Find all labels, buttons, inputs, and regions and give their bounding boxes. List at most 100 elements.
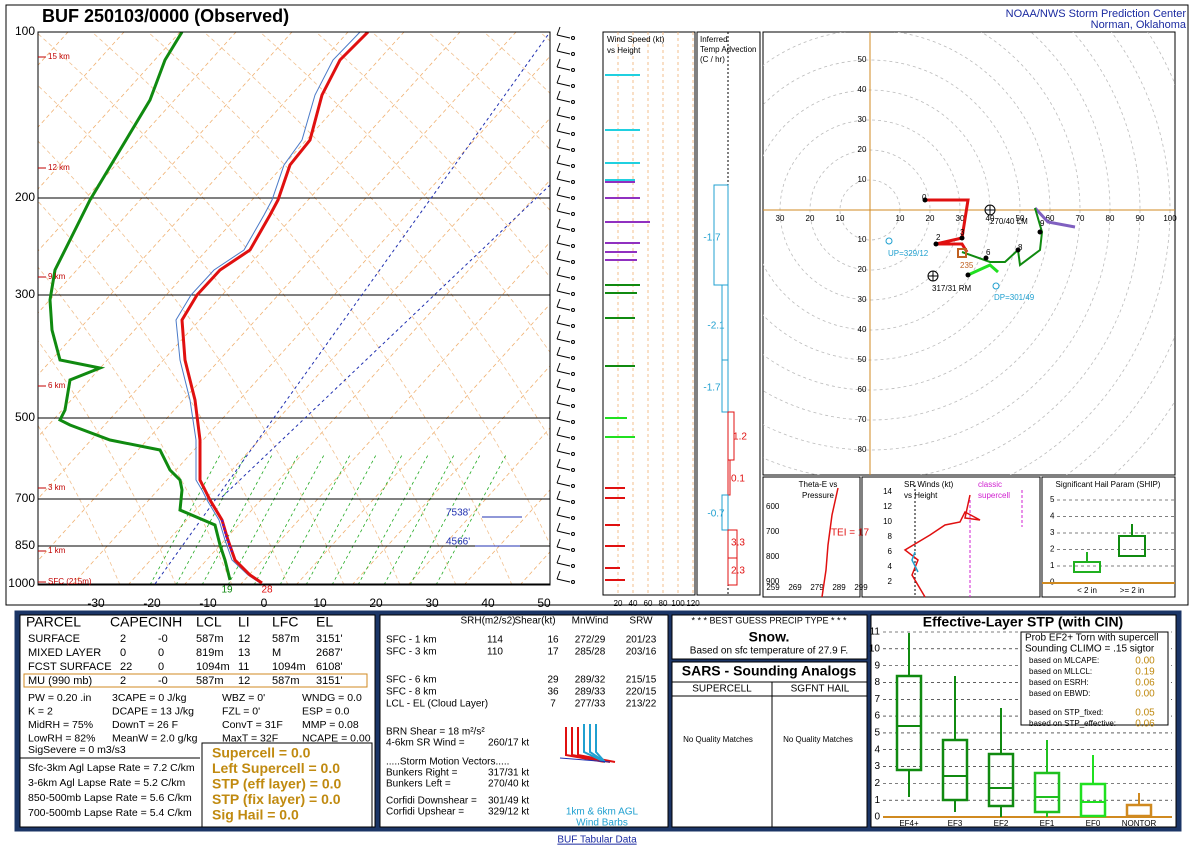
barb — [556, 58, 561, 68]
precip-basis: Based on sfc temperature of 27.9 F. — [690, 646, 848, 657]
sfc-dewpoint: 19 — [221, 585, 233, 596]
parcel-header: CAPE — [110, 614, 148, 630]
theta-e-panel — [762, 476, 861, 598]
ship-panel — [1041, 476, 1176, 598]
barb-dot — [571, 516, 575, 520]
hodo-tick: 40 — [858, 325, 867, 334]
stp-tick: 8 — [874, 677, 880, 688]
barb-dot — [571, 532, 575, 536]
barb — [556, 82, 571, 87]
dry-adiabat — [38, 85, 401, 585]
axis-label: 269 — [788, 583, 802, 592]
sr-panel — [861, 476, 1041, 598]
kin-cell: 213/22 — [626, 699, 657, 710]
lapse-rate: 700-500mb Lapse Rate = 5.4 C/km — [28, 807, 192, 819]
hodo-tick: 10 — [836, 214, 845, 223]
kin-text: 329/12 kt — [488, 807, 529, 818]
panel-note: classic — [978, 480, 1002, 489]
advection-label: -0.7 — [707, 509, 725, 520]
dry-adiabat — [427, 32, 550, 151]
barb — [556, 426, 561, 436]
sars-col: SUPERCELL — [692, 684, 752, 695]
guide-line — [175, 454, 247, 585]
guide-line — [38, 32, 405, 438]
barb — [556, 138, 561, 148]
parcel-header: EL — [316, 614, 333, 630]
wind-axis-label: 100 — [671, 599, 685, 608]
advection-bar — [727, 557, 738, 586]
barb-mini — [589, 724, 606, 763]
axis-label: 5 — [1050, 495, 1055, 504]
org: NOAA/NWS Storm Prediction Center — [1006, 8, 1187, 20]
level-label: 4566' — [446, 537, 470, 548]
kin-cell: 29 — [547, 675, 559, 686]
barb-dot — [571, 180, 575, 184]
barb — [556, 202, 561, 212]
barb-dot — [571, 148, 575, 152]
barb — [556, 386, 571, 391]
parcel-cell: SURFACE — [28, 633, 80, 645]
kin-cell: 277/33 — [575, 699, 606, 710]
kin-text: 260/17 kt — [488, 738, 529, 749]
kin-cell: SFC - 3 km — [386, 647, 437, 658]
stp-tick: 3 — [874, 761, 880, 772]
advection-bar — [713, 184, 729, 286]
barb — [556, 34, 571, 39]
panel-title: Theta-E vs — [799, 480, 838, 489]
stp-box — [987, 752, 1015, 808]
lapse-rate: 850-500mb Lapse Rate = 5.6 C/km — [28, 792, 192, 804]
barb — [556, 210, 571, 215]
hodo-annotation: 317/31 RM — [932, 284, 971, 293]
parcel-cell: 2 — [120, 633, 126, 645]
barb — [556, 114, 571, 119]
pressure-label: 700 — [15, 491, 35, 505]
index: 3CAPE = 0 J/kg — [112, 692, 187, 704]
kin-cell: 201/23 — [626, 635, 657, 646]
tabular-link[interactable]: BUF Tabular Data — [557, 835, 637, 845]
hodo-tick: 30 — [956, 214, 965, 223]
pressure-label: 1000 — [8, 576, 35, 590]
height-label: 9 km — [48, 272, 66, 281]
wind-axis-label: 60 — [644, 599, 653, 608]
mu-highlight — [23, 673, 368, 688]
parcel-cell: MIXED LAYER — [28, 647, 101, 659]
stp-tick: 10 — [869, 643, 881, 654]
hodo-tick: 20 — [858, 145, 867, 154]
index: FZL = 0' — [222, 705, 260, 717]
parcel-header: PARCEL — [26, 614, 81, 630]
hodo-tick: 50 — [858, 355, 867, 364]
axis-label: >= 2 in — [1120, 586, 1144, 595]
parcel-cell: 0 — [158, 647, 164, 659]
kin-cell: 220/15 — [626, 687, 657, 698]
height-label: SFC (215m) — [48, 577, 92, 586]
barb — [556, 522, 561, 532]
barb — [556, 242, 571, 247]
hodo-tick: 60 — [1046, 214, 1055, 223]
barb — [556, 458, 561, 468]
height-label: 6 km — [48, 381, 66, 390]
barb — [556, 146, 571, 151]
barb-dot — [571, 340, 575, 344]
barb — [556, 474, 561, 484]
temp-label: 30 — [425, 596, 439, 610]
kin-cell: SFC - 6 km — [386, 675, 437, 686]
stp-cat: EF4+ — [899, 819, 919, 828]
panel-title: Inferred — [700, 35, 728, 44]
prob-value: 0.06 — [1135, 719, 1155, 730]
advection-label: 1.2 — [733, 432, 747, 443]
pressure-label: 500 — [15, 410, 35, 424]
guide-line — [407, 427, 550, 585]
guide-line — [38, 32, 517, 562]
stp-tick: 6 — [874, 711, 880, 722]
barb — [556, 578, 571, 583]
guide-line — [383, 454, 455, 585]
panel-title: vs Height — [607, 46, 641, 55]
precip-type: Snow. — [749, 629, 790, 645]
hodo-tick: 70 — [858, 415, 867, 424]
kin-text: BRN Shear = 18 m²/s² — [386, 727, 485, 738]
barb-dot — [571, 164, 575, 168]
barb-dot — [571, 564, 575, 568]
barb — [556, 546, 571, 551]
barb-dot — [571, 292, 575, 296]
stp-tick: 0 — [874, 812, 880, 823]
